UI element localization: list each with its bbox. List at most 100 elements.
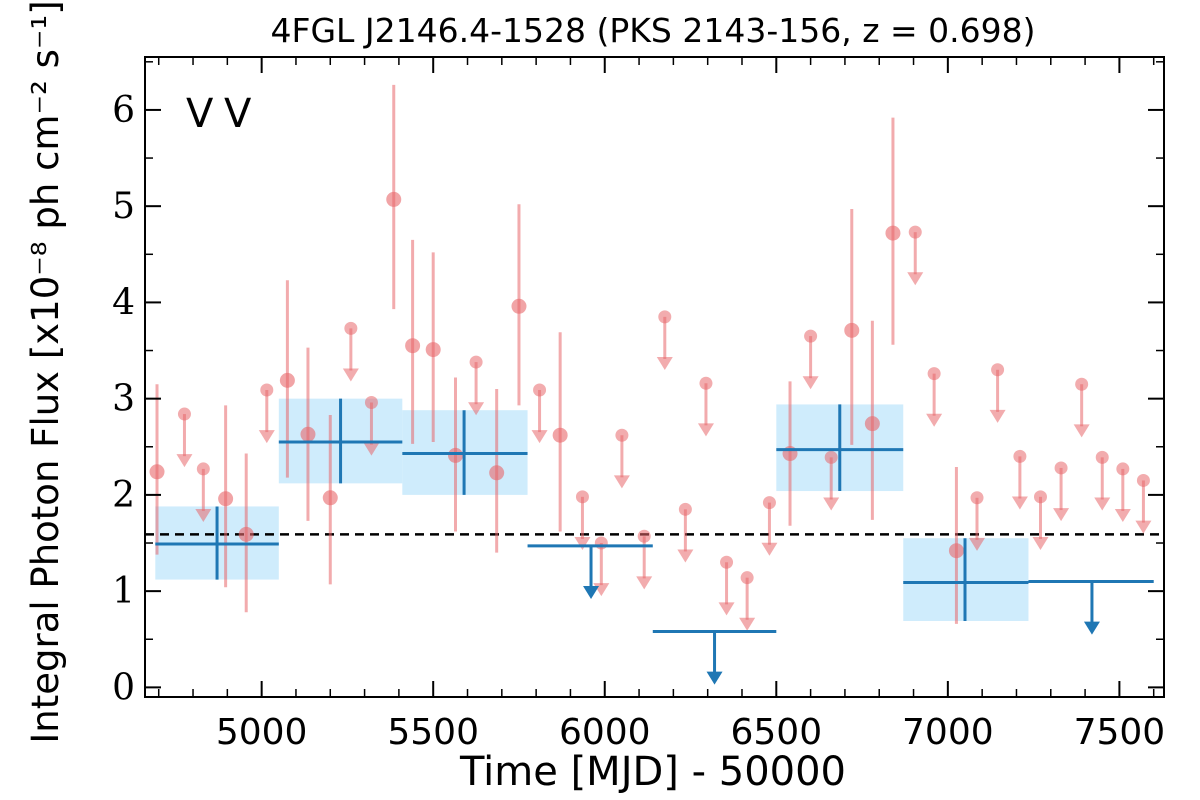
y-tick-label: 2 — [112, 475, 135, 516]
fine-upper-limit-arrow — [613, 475, 630, 489]
fine-upper-limit-arrow — [739, 617, 756, 631]
fine-upper-limit-point — [824, 450, 838, 464]
fine-series-layer — [149, 84, 1152, 631]
y-tick-label: 4 — [112, 282, 135, 323]
fine-upper-limit-point — [260, 383, 274, 397]
fine-upper-limit-arrow — [1135, 520, 1152, 534]
fine-data-point — [552, 427, 568, 443]
fine-upper-limit-arrow — [697, 423, 714, 437]
fine-data-point — [300, 426, 316, 442]
coarse-upper-limit-arrow — [706, 671, 723, 685]
fine-upper-limit-arrow — [1073, 424, 1090, 438]
fine-upper-limit-arrow — [823, 497, 840, 511]
fine-upper-limit-point — [678, 502, 692, 516]
coarse-series-layer — [155, 398, 1154, 685]
fine-upper-limit-arrow — [926, 413, 943, 427]
fine-upper-limit-arrow — [468, 402, 485, 416]
fine-upper-limit-arrow — [363, 442, 380, 456]
fine-upper-limit-arrow — [907, 272, 924, 286]
fine-upper-limit-arrow — [342, 368, 359, 382]
fine-data-point — [322, 490, 338, 506]
fine-upper-limit-point — [720, 555, 734, 569]
fine-upper-limit-point — [196, 462, 210, 476]
x-tick-label: 7000 — [902, 712, 994, 753]
x-tick-label: 5000 — [216, 712, 308, 753]
fine-upper-limit-arrow — [574, 536, 591, 550]
legend-marker-coarse: V — [186, 91, 214, 137]
y-tick-label: 1 — [112, 571, 135, 612]
fine-data-point — [218, 491, 234, 507]
legend-marker-fine: V — [224, 91, 252, 137]
y-tick-label: 0 — [112, 667, 135, 708]
fine-data-point — [489, 465, 505, 481]
fine-upper-limit-point — [991, 363, 1005, 377]
fine-upper-limit-arrow — [636, 576, 653, 590]
fine-upper-limit-point — [804, 329, 818, 343]
fine-upper-limit-point — [1075, 377, 1089, 391]
fine-upper-limit-arrow — [677, 549, 694, 563]
x-axis-label: Time [MJD] - 50000 — [459, 749, 846, 795]
fine-upper-limit-point — [177, 407, 191, 421]
fine-upper-limit-point — [1013, 449, 1027, 463]
fine-upper-limit-point — [615, 428, 629, 442]
fine-upper-limit-arrow — [1053, 508, 1070, 522]
x-tick-label: 6500 — [730, 712, 822, 753]
fine-upper-limit-point — [1033, 490, 1047, 504]
fine-upper-limit-point — [1095, 450, 1109, 464]
coarse-upper-limit-arrow — [583, 586, 600, 600]
fine-upper-limit-arrow — [969, 537, 986, 551]
fine-data-point — [386, 191, 402, 207]
fine-upper-limit-arrow — [176, 454, 193, 468]
fine-upper-limit-arrow — [761, 542, 778, 556]
fine-upper-limit-point — [344, 321, 358, 335]
x-tick-label: 7500 — [1074, 712, 1166, 753]
fine-upper-limit-point — [364, 396, 378, 410]
fine-upper-limit-arrow — [258, 430, 275, 444]
fine-data-point — [948, 543, 964, 559]
fine-upper-limit-arrow — [531, 430, 548, 444]
fine-data-point — [885, 225, 901, 241]
fine-upper-limit-point — [1054, 461, 1068, 475]
fine-upper-limit-point — [469, 355, 483, 369]
fine-upper-limit-point — [658, 310, 672, 324]
fine-data-point — [511, 298, 527, 314]
x-tick-label: 6000 — [559, 712, 651, 753]
y-tick-label: 6 — [112, 90, 135, 131]
fine-data-point — [448, 447, 464, 463]
fine-data-point — [425, 342, 441, 358]
fine-upper-limit-point — [699, 376, 713, 390]
fine-upper-limit-arrow — [656, 356, 673, 370]
fine-upper-limit-point — [1136, 473, 1150, 487]
fine-upper-limit-point — [740, 571, 754, 585]
fine-data-point — [844, 322, 860, 338]
axes-layer: 5000 5500 6000 6500 7000 7500 0 1 2 3 4 5 6 — [112, 56, 1166, 753]
fine-upper-limit-arrow — [1011, 496, 1028, 510]
legend: V V — [186, 91, 252, 137]
y-tick-label: 5 — [112, 186, 135, 227]
y-tick-label: 3 — [112, 379, 135, 420]
fine-upper-limit-arrow — [802, 376, 819, 390]
fine-upper-limit-point — [533, 383, 547, 397]
fine-upper-limit-point — [762, 496, 776, 510]
fine-upper-limit-point — [575, 490, 589, 504]
fine-upper-limit-arrow — [1032, 536, 1049, 550]
fine-upper-limit-arrow — [195, 509, 212, 523]
fine-upper-limit-point — [637, 529, 651, 543]
fine-upper-limit-arrow — [1114, 509, 1131, 523]
fine-data-point — [864, 416, 880, 432]
plot-frame — [144, 56, 1165, 698]
fine-data-point — [279, 372, 295, 388]
fine-data-point — [405, 338, 421, 354]
fine-upper-limit-point — [1116, 462, 1130, 476]
fine-upper-limit-arrow — [989, 409, 1006, 423]
y-axis-label: Integral Photon Flux [x10⁻⁸ ph cm⁻² s⁻¹] — [24, 0, 67, 743]
chart-title: 4FGL J2146.4-1528 (PKS 2143-156, z = 0.6… — [270, 11, 1035, 50]
fine-upper-limit-point — [927, 367, 941, 381]
x-tick-label: 5500 — [387, 712, 479, 753]
fine-upper-limit-arrow — [718, 602, 735, 616]
coarse-upper-limit-arrow — [1083, 621, 1100, 635]
fine-upper-limit-point — [594, 536, 608, 550]
fine-upper-limit-point — [908, 225, 922, 239]
fine-upper-limit-arrow — [1094, 497, 1111, 511]
